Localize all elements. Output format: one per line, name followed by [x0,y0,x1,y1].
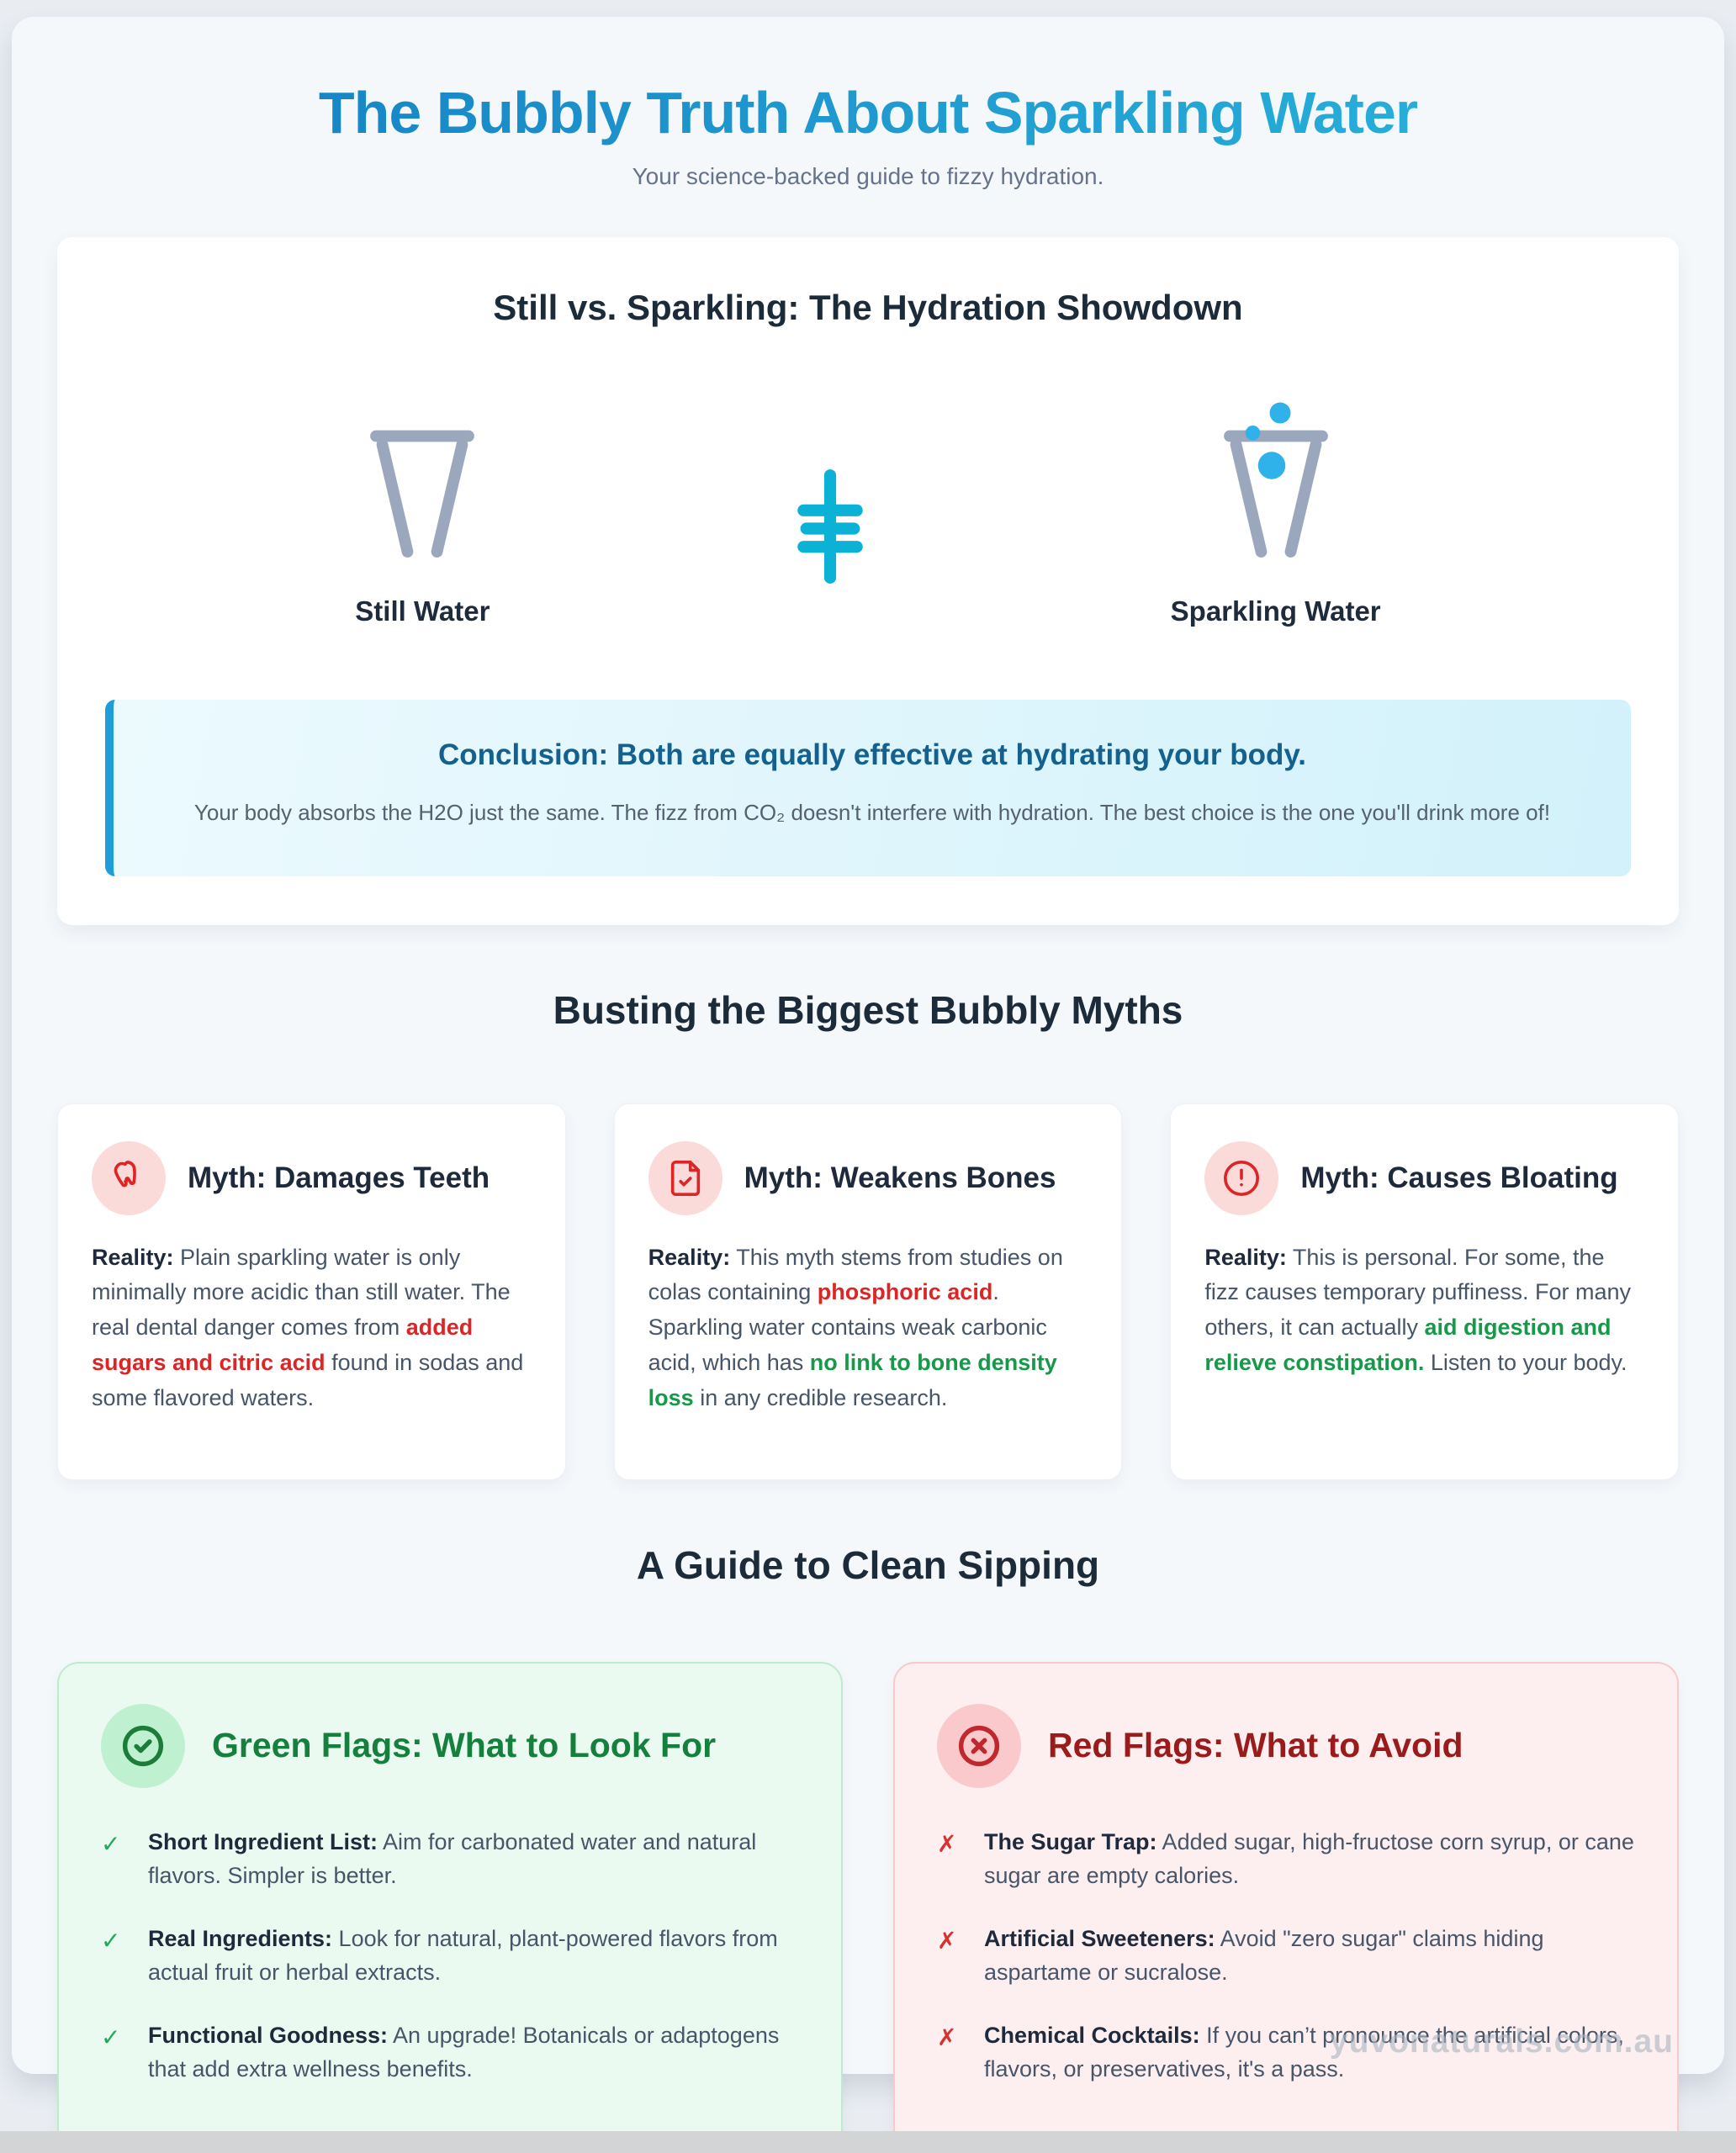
list-item: ✗ Artificial Sweeteners: Avoid "zero sug… [937,1922,1635,1990]
green-flags-card: Green Flags: What to Look For ✓ Short In… [57,1661,843,2150]
check-bullet-icon: ✓ [101,2023,121,2050]
x-bullet-icon: ✗ [937,1830,957,1857]
sparkling-water-label: Sparkling Water [1170,595,1381,627]
conclusion-title: Conclusion: Both are equally effective a… [437,738,1306,771]
showdown-heading: Still vs. Sparkling: The Hydration Showd… [493,288,1243,327]
red-flags-card: Red Flags: What to Avoid ✗ The Sugar Tra… [893,1661,1679,2150]
infographic-page: The Bubbly Truth About Sparkling Water Y… [12,17,1724,2150]
hydration-showdown-card: Still vs. Sparkling: The Hydration Showd… [57,237,1679,925]
myth-card-bones: Myth: Weakens Bones Reality: This myth s… [613,1103,1123,1480]
sparkling-glass-icon [1213,400,1339,560]
check-bullet-icon: ✓ [101,1927,121,1954]
bottom-strip [0,2131,1736,2153]
x-bullet-icon: ✗ [937,1927,957,1954]
still-water-label: Still Water [355,595,490,627]
comparison-row: Still Water [105,400,1631,627]
conclusion-body: Your body absorbs the H2O just the same.… [193,800,1551,825]
watermark: yuvonaturals.com.au [1329,2023,1674,2060]
myth-title: Myth: Damages Teeth [188,1161,490,1194]
green-flags-title: Green Flags: What to Look For [212,1726,717,1765]
page-subtitle: Your science-backed guide to fizzy hydra… [632,163,1104,189]
myth-card-teeth: Myth: Damages Teeth Reality: Plain spark… [57,1103,566,1480]
x-circle-icon [937,1703,1021,1788]
list-item: ✗ Chemical Cocktails: If you can’t prono… [937,2018,1635,2087]
conclusion-callout: Conclusion: Both are equally effective a… [105,700,1631,876]
myth-title: Myth: Causes Bloating [1300,1161,1618,1194]
red-flags-title: Red Flags: What to Avoid [1048,1726,1463,1765]
list-item: ✓ Short Ingredient List: Aim for carbona… [101,1825,799,1893]
still-water-column: Still Water [355,400,490,627]
check-circle-icon [101,1703,185,1788]
alert-circle-icon [1204,1140,1279,1215]
flag-cards: Green Flags: What to Look For ✓ Short In… [57,1661,1679,2150]
myth-body: Reality: This myth stems from studies on… [648,1244,1063,1410]
sparkling-water-column: Sparkling Water [1171,400,1381,627]
myth-body: Reality: Plain sparkling water is only m… [92,1244,524,1410]
list-item: ✗ The Sugar Trap: Added sugar, high-fruc… [937,1825,1635,1893]
list-item: ✓ Functional Goodness: An upgrade! Botan… [101,2018,799,2087]
x-bullet-icon: ✗ [937,2023,957,2050]
still-glass-icon [359,400,485,560]
list-item: ✓ Real Ingredients: Look for natural, pl… [101,1922,799,1990]
equals-icon [788,463,872,590]
myths-heading: Busting the Biggest Bubbly Myths [553,987,1183,1032]
check-bullet-icon: ✓ [101,1830,121,1857]
tooth-icon [92,1140,166,1215]
page-title: The Bubbly Truth About Sparkling Water [57,79,1679,146]
myth-title: Myth: Weakens Bones [744,1161,1056,1194]
myth-cards: Myth: Damages Teeth Reality: Plain spark… [57,1103,1679,1480]
myth-card-bloating: Myth: Causes Bloating Reality: This is p… [1170,1103,1679,1480]
guide-heading: A Guide to Clean Sipping [636,1542,1100,1587]
myth-body: Reality: This is personal. For some, the… [1204,1244,1632,1376]
file-check-icon [648,1140,722,1215]
